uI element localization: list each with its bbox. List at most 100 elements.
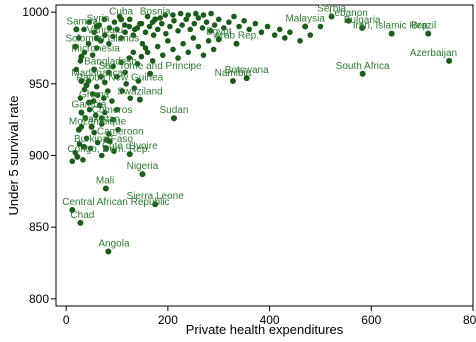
data-point xyxy=(93,45,100,51)
data-point-label: Angola xyxy=(98,239,130,250)
data-point xyxy=(102,109,108,116)
data-point xyxy=(85,40,92,47)
data-point xyxy=(86,106,93,113)
data-point-label: Gambia xyxy=(71,100,106,111)
data-point xyxy=(134,60,141,67)
data-point xyxy=(158,20,165,27)
data-point xyxy=(208,10,214,17)
data-point xyxy=(233,40,240,47)
data-point xyxy=(185,12,192,18)
data-point-label: Botswana xyxy=(225,65,269,76)
data-point xyxy=(69,206,76,213)
x-tick-label: 400 xyxy=(260,313,280,327)
data-point xyxy=(139,40,146,47)
data-point-label: South Africa xyxy=(336,61,390,72)
data-point xyxy=(105,88,111,94)
data-point xyxy=(185,49,192,56)
data-point xyxy=(98,152,105,159)
data-point xyxy=(152,201,159,208)
data-point xyxy=(207,28,214,34)
data-point-label: Sudan xyxy=(160,105,189,116)
x-tick-label: 600 xyxy=(361,313,381,327)
data-points xyxy=(69,10,453,255)
data-point-label: Lebanon xyxy=(329,8,368,19)
data-point xyxy=(154,26,161,33)
data-point xyxy=(271,32,278,38)
data-point xyxy=(106,25,113,31)
data-point xyxy=(73,66,80,73)
data-point xyxy=(91,29,97,36)
data-point xyxy=(229,77,236,84)
data-point xyxy=(101,16,108,23)
data-point xyxy=(94,92,101,99)
data-point xyxy=(72,43,79,50)
data-point xyxy=(89,91,96,97)
data-point xyxy=(118,16,125,23)
data-point xyxy=(69,158,76,165)
data-point-label: Namibia xyxy=(215,68,252,79)
data-point xyxy=(97,38,104,44)
y-tick-label: 900 xyxy=(29,149,49,163)
data-point xyxy=(200,12,207,18)
data-point xyxy=(187,26,194,33)
data-point xyxy=(203,19,210,26)
data-point xyxy=(126,55,133,61)
data-point xyxy=(199,25,206,31)
data-point-label: Vanuatu xyxy=(87,25,124,36)
y-axis: 800 850 900 950 1000 xyxy=(22,5,56,306)
data-point xyxy=(425,30,432,37)
data-point xyxy=(114,73,120,80)
y-tick-label: 1000 xyxy=(22,5,49,19)
data-point xyxy=(126,16,133,23)
data-point xyxy=(103,145,109,152)
data-point xyxy=(171,17,177,24)
data-point xyxy=(86,19,92,26)
data-point-label: Solomon Islands xyxy=(65,34,139,45)
data-point-label: Sierra Leone xyxy=(127,191,185,202)
data-point xyxy=(105,248,112,255)
data-point xyxy=(77,95,84,101)
data-point xyxy=(80,143,87,150)
data-point-label: Micronesia xyxy=(71,44,120,55)
data-point xyxy=(76,141,83,147)
data-point xyxy=(221,25,227,31)
data-point xyxy=(170,46,176,53)
data-point xyxy=(80,157,86,163)
x-tick-label: 0 xyxy=(63,313,70,327)
data-point xyxy=(328,13,335,20)
data-point-label: Brazil xyxy=(411,21,436,32)
data-point xyxy=(190,35,197,41)
data-point-label: Bulgaria xyxy=(344,15,381,26)
data-point-label: Mozambique xyxy=(69,117,127,128)
data-point xyxy=(111,148,117,154)
data-point xyxy=(446,57,453,64)
data-point-label: Bosnia xyxy=(140,6,171,17)
data-point xyxy=(93,23,100,30)
data-point xyxy=(91,66,98,73)
data-point xyxy=(88,123,95,130)
x-axis-title: Private health expenditures xyxy=(186,322,344,337)
data-point xyxy=(191,20,198,27)
y-tick-label: 800 xyxy=(29,292,49,306)
data-point xyxy=(118,35,124,41)
data-point xyxy=(144,13,151,20)
data-point xyxy=(231,13,237,20)
data-point-label: Syria xyxy=(87,14,110,25)
data-point xyxy=(91,129,97,136)
data-point xyxy=(114,26,120,33)
data-point xyxy=(101,95,107,101)
data-point xyxy=(226,19,232,26)
data-point xyxy=(236,23,242,30)
data-point xyxy=(92,112,99,119)
data-point xyxy=(106,40,112,47)
data-point-label: Serbia xyxy=(317,3,346,14)
data-point xyxy=(115,126,121,133)
data-point xyxy=(165,38,171,44)
data-point-label: Nigeria xyxy=(127,161,159,172)
data-point xyxy=(81,49,88,56)
data-point xyxy=(215,16,222,23)
data-point-label: Central African Republic xyxy=(62,197,169,208)
data-point xyxy=(122,69,128,76)
data-point xyxy=(119,88,125,94)
